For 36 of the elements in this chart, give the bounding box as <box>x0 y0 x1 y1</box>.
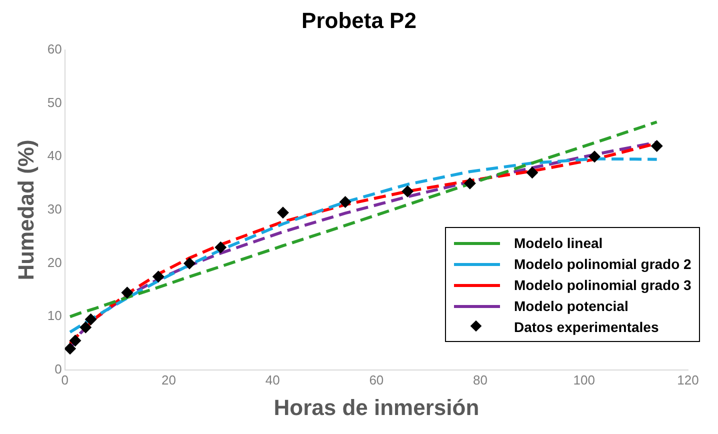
y-tick-label: 60 <box>47 42 62 57</box>
y-tick-label: 40 <box>47 148 62 164</box>
legend-label: Modelo polinomial grado 3 <box>514 276 692 292</box>
point <box>84 313 97 326</box>
point <box>402 185 414 198</box>
point <box>80 321 92 334</box>
legend-label: Modelo lineal <box>514 234 603 250</box>
x-tick-label: 40 <box>265 372 280 388</box>
point <box>526 166 538 179</box>
point <box>276 206 289 219</box>
point <box>69 334 82 347</box>
y-tick-label: 10 <box>47 308 62 324</box>
x-tick-label: 100 <box>573 372 595 388</box>
point <box>121 286 134 299</box>
x-tick-label: 60 <box>369 372 384 388</box>
x-tick-label: 20 <box>161 372 176 388</box>
legend-label: Datos experimentales <box>514 318 659 334</box>
point <box>183 257 196 270</box>
point <box>64 342 76 355</box>
x-tick-label: 120 <box>677 372 699 388</box>
point <box>588 150 601 163</box>
y-tick-label: 30 <box>47 202 62 217</box>
y-tick-label: 50 <box>47 94 62 110</box>
point <box>464 177 476 190</box>
point <box>152 270 164 283</box>
point <box>214 241 227 254</box>
y-tick-label: 0 <box>54 362 62 377</box>
chart-title: Probeta P2 <box>300 8 418 34</box>
legend-label: Modelo potencial <box>514 298 628 314</box>
x-axis-title: Horas de inmersión <box>274 394 480 420</box>
y-axis-title: Humedad (%) <box>13 140 38 280</box>
y-tick-label: 20 <box>47 254 62 270</box>
legend-label: Modelo polinomial grado 2 <box>514 256 692 272</box>
point <box>650 140 663 152</box>
x-tick-label: 80 <box>473 372 488 388</box>
point <box>339 196 352 208</box>
